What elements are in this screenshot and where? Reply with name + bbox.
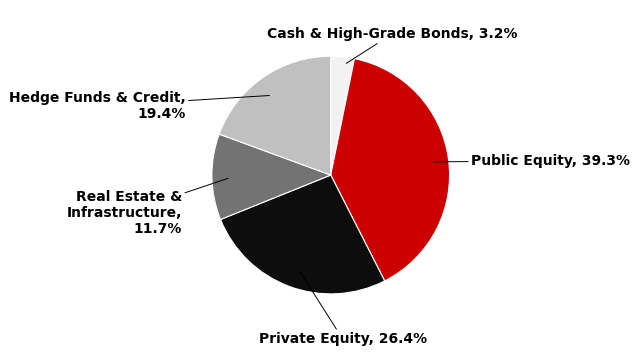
Text: Public Equity, 39.3%: Public Equity, 39.3% <box>433 154 630 168</box>
Wedge shape <box>212 134 331 219</box>
Text: Private Equity, 26.4%: Private Equity, 26.4% <box>259 271 427 346</box>
Wedge shape <box>221 175 385 294</box>
Text: Cash & High-Grade Bonds, 3.2%: Cash & High-Grade Bonds, 3.2% <box>268 27 518 63</box>
Text: Hedge Funds & Credit,
19.4%: Hedge Funds & Credit, 19.4% <box>9 91 269 121</box>
Wedge shape <box>331 56 355 175</box>
Text: Real Estate &
Infrastructure,
11.7%: Real Estate & Infrastructure, 11.7% <box>67 178 228 236</box>
Wedge shape <box>219 56 331 175</box>
Wedge shape <box>331 59 449 281</box>
